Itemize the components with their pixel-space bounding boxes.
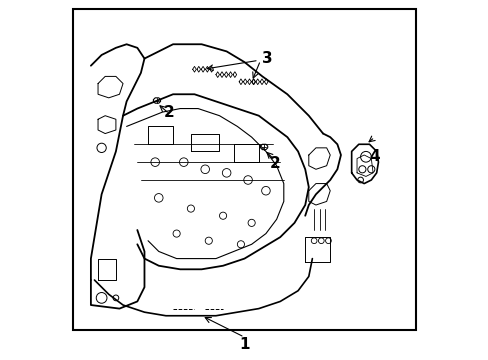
Text: 2: 2 [164,105,175,120]
Text: 2: 2 [269,157,280,171]
Text: 4: 4 [369,149,380,164]
Text: 3: 3 [262,51,272,66]
Text: 1: 1 [239,337,249,352]
FancyBboxPatch shape [73,9,415,330]
